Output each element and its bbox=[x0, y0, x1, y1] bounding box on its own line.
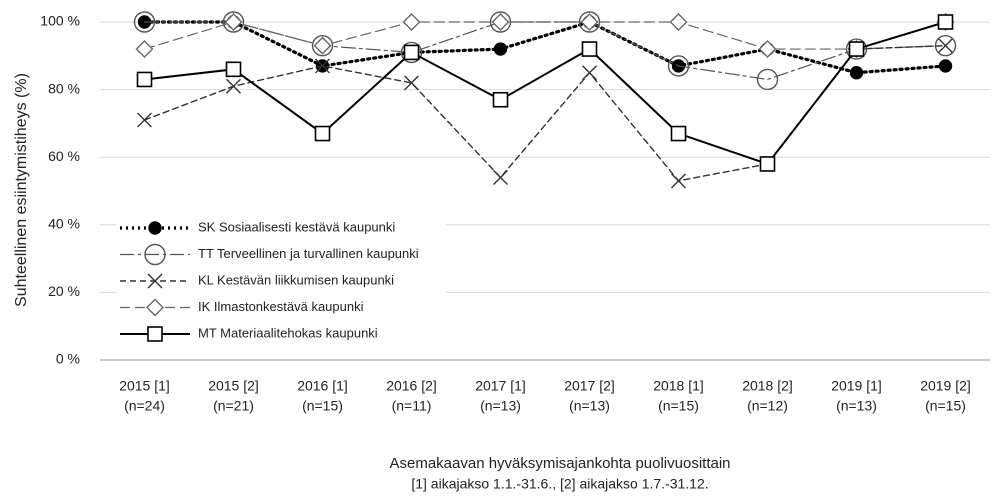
marker bbox=[315, 58, 330, 74]
marker bbox=[222, 11, 245, 33]
marker bbox=[226, 78, 241, 94]
marker bbox=[582, 65, 597, 81]
marker bbox=[311, 34, 334, 57]
y-tick-label: 20 % bbox=[48, 283, 80, 299]
y-tick-label: 0 % bbox=[56, 351, 80, 367]
x-tick-note: (n=24) bbox=[124, 398, 165, 414]
x-tick-note: (n=21) bbox=[213, 398, 254, 414]
marker bbox=[137, 112, 152, 128]
marker bbox=[404, 75, 419, 91]
marker bbox=[581, 41, 598, 57]
legend-label: KL Kestävän liikkumisen kaupunki bbox=[198, 272, 394, 287]
marker bbox=[493, 42, 508, 56]
x-tick-label: 2016 [1] bbox=[297, 378, 348, 394]
marker bbox=[758, 40, 777, 59]
legend-label: MT Materiaalitehokas kaupunki bbox=[198, 325, 378, 340]
legend-bg bbox=[116, 216, 446, 243]
legend-marker bbox=[144, 243, 166, 266]
legend-marker bbox=[147, 326, 163, 342]
marker bbox=[403, 44, 420, 61]
marker bbox=[314, 125, 331, 142]
marker bbox=[580, 13, 599, 31]
x-tick-note: (n=13) bbox=[569, 398, 610, 414]
x-tick-label: 2019 [2] bbox=[920, 378, 971, 394]
legend-bg bbox=[116, 242, 446, 269]
legend-bg bbox=[116, 295, 446, 322]
marker bbox=[756, 68, 779, 91]
series-line bbox=[143, 21, 947, 50]
x-tick-label: 2016 [2] bbox=[386, 378, 437, 394]
x-tick-note: (n=15) bbox=[302, 398, 343, 414]
x-tick-label: 2018 [1] bbox=[653, 378, 704, 394]
legend-marker bbox=[148, 221, 162, 235]
marker bbox=[136, 71, 153, 88]
marker bbox=[670, 125, 687, 142]
legend-bg bbox=[116, 322, 446, 349]
legend-label: SK Sosiaalisesti kestävä kaupunki bbox=[198, 219, 395, 234]
y-tick-label: 80 % bbox=[48, 80, 80, 96]
legend-marker bbox=[146, 298, 164, 317]
marker bbox=[313, 36, 332, 55]
x-tick-note: (n=13) bbox=[480, 398, 521, 414]
legend-marker bbox=[147, 273, 163, 289]
x-tick-label: 2018 [2] bbox=[742, 378, 793, 394]
y-axis-label: Suhteellinen esiintymistiheys (%) bbox=[13, 73, 30, 307]
y-tick-label: 60 % bbox=[48, 148, 80, 164]
x-tick-label: 2017 [1] bbox=[475, 378, 526, 394]
x-tick-note: (n=11) bbox=[392, 398, 432, 414]
marker bbox=[848, 41, 865, 57]
marker bbox=[224, 13, 243, 31]
marker bbox=[135, 40, 154, 59]
series-line bbox=[142, 20, 948, 75]
x-tick-note: (n=15) bbox=[925, 398, 966, 414]
x-tick-label: 2015 [1] bbox=[119, 378, 170, 394]
x-tick-label: 2015 [2] bbox=[208, 378, 259, 394]
marker bbox=[402, 13, 421, 31]
y-tick-label: 100 % bbox=[40, 13, 80, 29]
legend-label: TT Terveellinen ja turvallinen kaupunki bbox=[198, 246, 419, 261]
x-tick-note: (n=12) bbox=[747, 398, 788, 414]
marker bbox=[493, 169, 508, 185]
marker bbox=[937, 14, 954, 30]
marker bbox=[938, 38, 953, 54]
marker bbox=[667, 55, 690, 77]
legend-bg bbox=[116, 269, 446, 296]
x-axis-label: Asemakaavan hyväksymisajankohta puolivuo… bbox=[389, 455, 730, 472]
marker bbox=[491, 13, 510, 31]
x-tick-note: (n=15) bbox=[658, 398, 699, 414]
legend-label: IK Ilmastonkestävä kaupunki bbox=[198, 299, 364, 314]
x-tick-note: (n=13) bbox=[836, 398, 877, 414]
x-tick-label: 2019 [1] bbox=[831, 378, 882, 394]
marker bbox=[400, 41, 423, 64]
x-axis-note: [1] aikajakso 1.1.-31.6., [2] aikajakso … bbox=[411, 476, 708, 492]
marker bbox=[671, 173, 686, 189]
y-tick-label: 40 % bbox=[48, 216, 80, 232]
marker bbox=[669, 13, 688, 31]
marker bbox=[849, 65, 864, 80]
series-line bbox=[143, 21, 947, 166]
marker bbox=[938, 59, 953, 73]
marker bbox=[492, 91, 509, 108]
x-tick-label: 2017 [2] bbox=[564, 378, 615, 394]
marker bbox=[759, 156, 776, 172]
marker bbox=[133, 11, 156, 33]
marker bbox=[225, 61, 242, 78]
series-line bbox=[143, 44, 947, 182]
